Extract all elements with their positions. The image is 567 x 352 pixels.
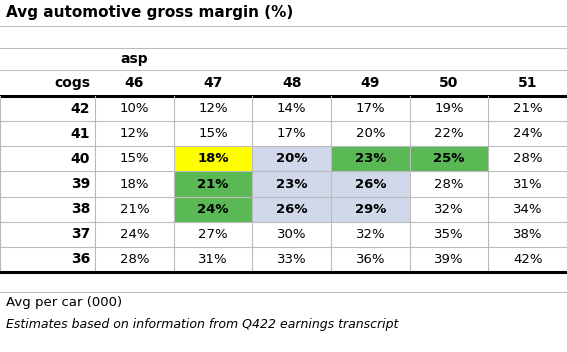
Text: 17%: 17%: [277, 127, 307, 140]
Text: 25%: 25%: [433, 152, 465, 165]
Text: 28%: 28%: [513, 152, 543, 165]
Bar: [174, 196, 252, 222]
Text: 20%: 20%: [356, 127, 385, 140]
Text: 30%: 30%: [277, 228, 306, 241]
Text: 49: 49: [361, 76, 380, 90]
Text: 27%: 27%: [198, 228, 228, 241]
Text: 18%: 18%: [197, 152, 229, 165]
Text: 42: 42: [70, 102, 90, 115]
Text: 28%: 28%: [120, 253, 149, 266]
Text: 17%: 17%: [356, 102, 385, 115]
Bar: [252, 196, 331, 222]
Text: 38%: 38%: [513, 228, 543, 241]
Text: 34%: 34%: [513, 203, 543, 216]
Text: 15%: 15%: [198, 127, 228, 140]
Text: 12%: 12%: [120, 127, 149, 140]
Text: 29%: 29%: [354, 203, 386, 216]
Text: 19%: 19%: [434, 102, 464, 115]
Bar: [331, 171, 410, 196]
Text: 31%: 31%: [513, 177, 543, 190]
Text: 41: 41: [70, 127, 90, 141]
Text: 51: 51: [518, 76, 538, 90]
Text: 21%: 21%: [120, 203, 149, 216]
Text: 38: 38: [71, 202, 90, 216]
Text: 31%: 31%: [198, 253, 228, 266]
Text: asp: asp: [121, 52, 148, 66]
Text: 24%: 24%: [197, 203, 229, 216]
Text: 10%: 10%: [120, 102, 149, 115]
Text: 39: 39: [71, 177, 90, 191]
Bar: [331, 196, 410, 222]
Bar: [331, 146, 410, 171]
Text: 36: 36: [71, 252, 90, 266]
Text: cogs: cogs: [54, 76, 90, 90]
Text: 28%: 28%: [434, 177, 464, 190]
Bar: [252, 146, 331, 171]
Text: 24%: 24%: [513, 127, 543, 140]
Text: 37: 37: [71, 227, 90, 241]
Bar: [410, 146, 488, 171]
Text: 32%: 32%: [434, 203, 464, 216]
Text: 40: 40: [71, 152, 90, 166]
Text: Avg per car (000): Avg per car (000): [6, 296, 122, 309]
Text: 36%: 36%: [356, 253, 385, 266]
Text: 20%: 20%: [276, 152, 307, 165]
Bar: [174, 171, 252, 196]
Text: 50: 50: [439, 76, 459, 90]
Text: 46: 46: [125, 76, 144, 90]
Text: 48: 48: [282, 76, 302, 90]
Text: 22%: 22%: [434, 127, 464, 140]
Text: 24%: 24%: [120, 228, 149, 241]
Text: 32%: 32%: [356, 228, 385, 241]
Text: 23%: 23%: [276, 177, 307, 190]
Text: Estimates based on information from Q422 earnings transcript: Estimates based on information from Q422…: [6, 318, 399, 331]
Text: 39%: 39%: [434, 253, 464, 266]
Text: 21%: 21%: [197, 177, 229, 190]
Text: 33%: 33%: [277, 253, 307, 266]
Text: 23%: 23%: [354, 152, 386, 165]
Text: 15%: 15%: [120, 152, 149, 165]
Text: 12%: 12%: [198, 102, 228, 115]
Bar: [252, 171, 331, 196]
Text: 14%: 14%: [277, 102, 306, 115]
Text: 47: 47: [204, 76, 223, 90]
Text: 35%: 35%: [434, 228, 464, 241]
Text: 21%: 21%: [513, 102, 543, 115]
Text: 26%: 26%: [354, 177, 386, 190]
Text: 42%: 42%: [513, 253, 543, 266]
Bar: [174, 146, 252, 171]
Text: 18%: 18%: [120, 177, 149, 190]
Text: Avg automotive gross margin (%): Avg automotive gross margin (%): [6, 6, 293, 20]
Text: 26%: 26%: [276, 203, 307, 216]
